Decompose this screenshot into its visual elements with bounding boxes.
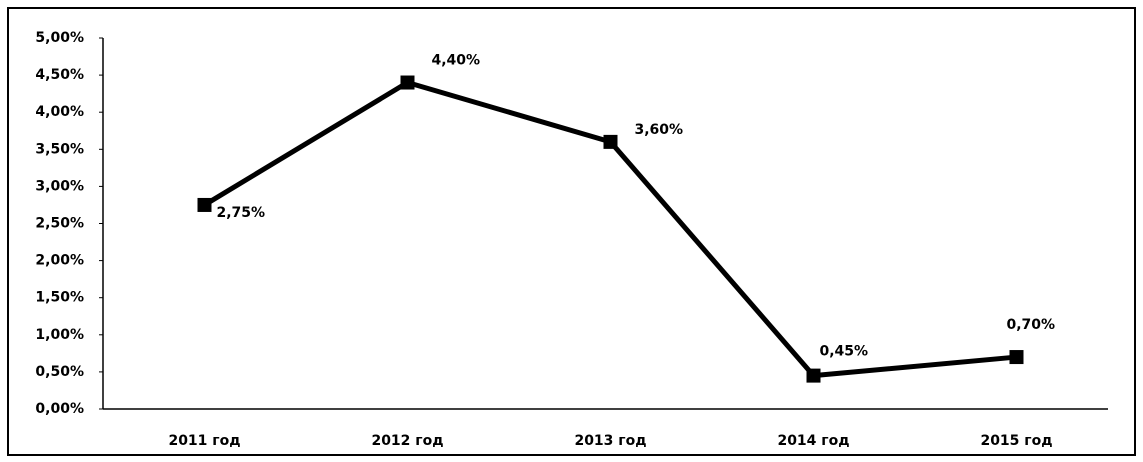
y-tick-label: 3,00% <box>35 178 84 194</box>
y-tick-label: 4,00% <box>35 104 84 120</box>
y-tick-label: 3,50% <box>35 141 84 157</box>
data-label: 3,60% <box>635 122 684 138</box>
y-tick-label: 4,50% <box>35 67 84 83</box>
y-tick-label: 5,00% <box>35 30 84 46</box>
marker <box>1009 350 1024 365</box>
data-label: 0,45% <box>820 344 869 360</box>
y-tick-label: 0,00% <box>35 401 84 417</box>
x-tick-label: 2015 год <box>980 433 1052 449</box>
y-tick-label: 2,50% <box>35 216 84 232</box>
x-tick-label: 2013 год <box>574 433 646 449</box>
y-tick-label: 1,50% <box>35 290 84 306</box>
x-tick-label: 2014 год <box>777 433 849 449</box>
y-tick-label: 0,50% <box>35 364 84 380</box>
marker <box>603 134 618 149</box>
chart-border <box>7 7 1136 456</box>
data-label: 0,70% <box>1007 317 1056 333</box>
marker <box>806 368 821 383</box>
data-label: 4,40% <box>432 53 481 69</box>
x-tick-label: 2012 год <box>371 433 443 449</box>
y-tick-label: 1,00% <box>35 327 84 343</box>
x-tick-label: 2011 год <box>168 433 240 449</box>
marker <box>400 75 415 90</box>
data-label: 2,75% <box>217 205 266 221</box>
y-tick-label: 2,00% <box>35 253 84 269</box>
marker <box>197 197 212 212</box>
